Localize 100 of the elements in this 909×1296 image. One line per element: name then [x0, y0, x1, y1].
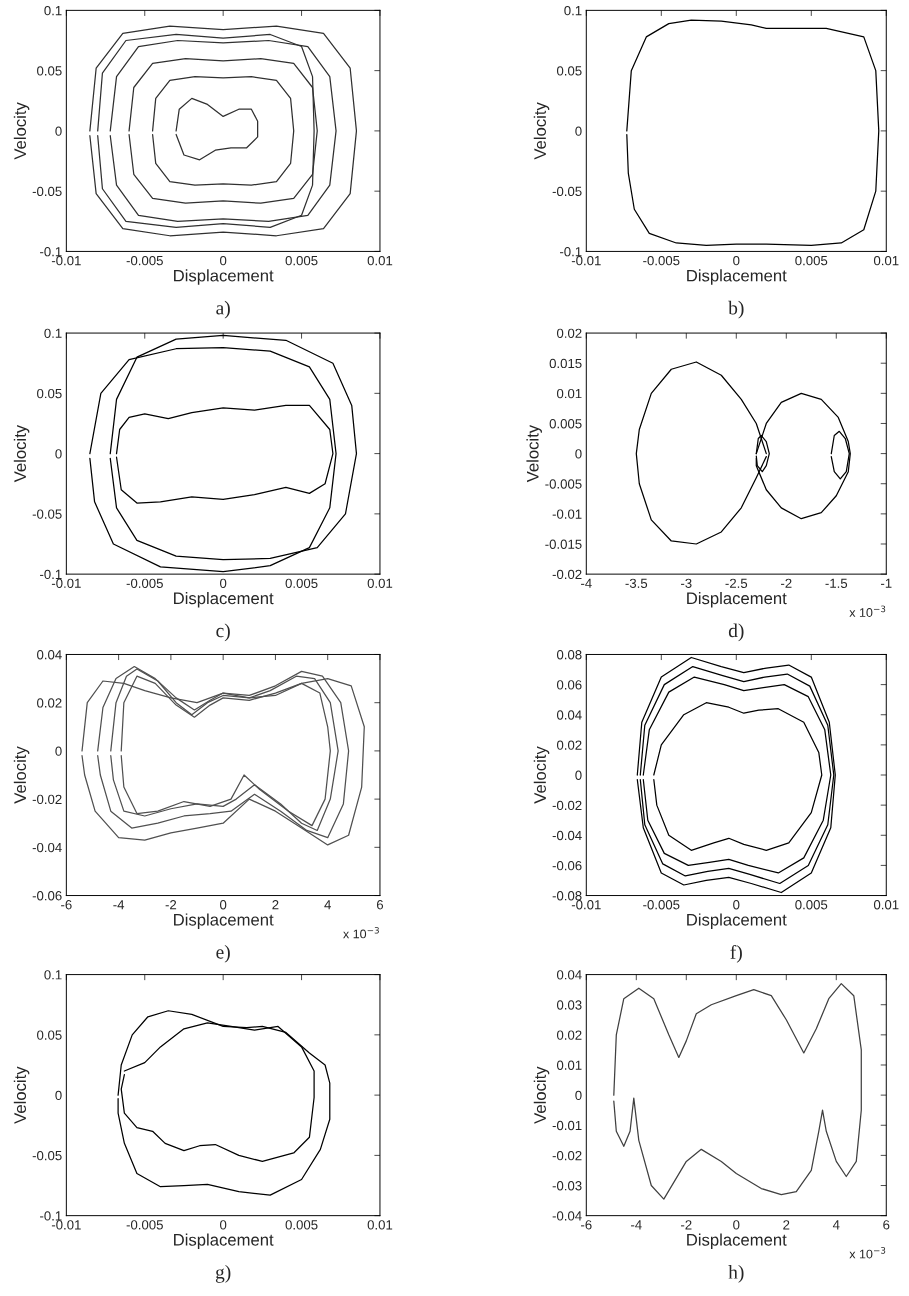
y-axis-title: Velocity	[533, 102, 550, 160]
y-axis-title: Velocity	[533, 746, 550, 804]
x-axis-title: Displacement	[687, 591, 787, 608]
x-tick-label: -0.005	[643, 900, 680, 910]
x-tick-label: -0.005	[643, 255, 680, 266]
x-tick-label: -4	[113, 900, 125, 910]
y-tick-label: -0.1	[40, 1211, 62, 1221]
x-tick-label: 0	[220, 900, 227, 910]
x-tick-label: -0.005	[126, 255, 163, 266]
x-tick-label: 0.01	[367, 578, 393, 588]
text: d)	[728, 623, 744, 642]
y-tick-label: 0.005	[549, 419, 582, 429]
x-axis-title: Displacement	[687, 913, 787, 929]
x-tick-label: 0.01	[367, 255, 393, 266]
y-axis-title: Velocity	[13, 102, 30, 160]
y-tick-label: -0.05	[552, 186, 582, 197]
text: x 10$^{−3}$	[343, 926, 379, 939]
y-tick-label: 0.05	[37, 388, 62, 399]
x-tick-label: -4	[631, 1220, 642, 1230]
x-tick-label: 0	[220, 578, 227, 588]
y-tick-label: -0.015	[545, 539, 582, 549]
y-tick-label: -0.02	[552, 800, 582, 811]
text: a)	[216, 300, 230, 319]
x-axis-title: Displacement	[174, 1233, 274, 1250]
x-tick-label: 6	[883, 1220, 890, 1230]
x-tick-label: 0.005	[285, 578, 318, 588]
y-tick-label: 0	[575, 449, 582, 459]
x-tick-label: -4	[581, 578, 592, 588]
x-axis-title: Displacement	[174, 591, 274, 608]
y-tick-label: 0.05	[37, 1030, 62, 1040]
y-tick-label: 0.04	[556, 710, 582, 720]
y-tick-label: -0.05	[32, 509, 62, 519]
y-tick-label: 0.01	[556, 1060, 582, 1070]
x-axis-title: Displacement	[174, 269, 274, 285]
x-tick-label: -0.005	[126, 1220, 163, 1230]
x-tick-label: -0.005	[126, 578, 163, 588]
y-tick-label: -0.03	[552, 1181, 582, 1191]
x-tick-label: 0	[733, 255, 740, 266]
text: g)	[215, 1265, 231, 1283]
y-tick-label: -0.06	[552, 860, 582, 871]
y-tick-label: -0.02	[32, 794, 62, 805]
y-tick-label: 0.05	[556, 66, 582, 76]
x-tick-label: 2	[272, 900, 279, 910]
text: x 10$^{−3}$	[849, 1247, 886, 1259]
y-tick-label: 0.06	[556, 680, 582, 690]
text: f)	[730, 944, 742, 963]
x-tick-label: 0.005	[285, 1220, 318, 1230]
x-tick-label: 6	[376, 900, 384, 910]
y-tick-label: 0	[575, 1090, 582, 1101]
y-tick-label: -0.1	[40, 246, 62, 257]
y-tick-label: 0.05	[37, 66, 62, 76]
text: b)	[728, 300, 744, 319]
x-tick-label: 0.01	[873, 255, 899, 266]
x-tick-label: 0.01	[873, 900, 899, 910]
x-tick-label: 0	[733, 1220, 740, 1230]
y-tick-label: 0	[575, 770, 582, 780]
x-tick-label: -1	[881, 578, 892, 588]
y-tick-label: 0.02	[556, 328, 582, 338]
y-tick-label: 0.015	[549, 358, 582, 369]
x-tick-label: -3	[681, 578, 692, 588]
y-tick-label: -0.06	[32, 891, 62, 901]
y-axis-title: Velocity	[526, 424, 542, 483]
y-tick-label: 0	[55, 746, 62, 756]
y-tick-label: -0.1	[40, 569, 62, 580]
x-tick-label: -2.5	[725, 578, 748, 588]
y-tick-label: -0.05	[32, 1150, 62, 1161]
x-tick-label: 2	[783, 1220, 790, 1230]
y-tick-label: -0.01	[552, 509, 582, 519]
x-tick-label: 0.005	[285, 255, 318, 266]
y-tick-label: -0.04	[32, 842, 62, 853]
x-tick-label: -2	[681, 1220, 692, 1230]
x-tick-label: -6	[61, 900, 72, 910]
x-tick-label: -6	[581, 1220, 592, 1230]
text: h)	[728, 1265, 744, 1283]
y-axis-title: Velocity	[533, 1066, 550, 1124]
y-tick-label: 0.03	[556, 1000, 582, 1010]
x-tick-label: -2	[781, 578, 792, 588]
x-tick-label: 0	[733, 900, 740, 910]
y-tick-label: 0.08	[556, 650, 582, 660]
y-tick-label: 0.02	[556, 1030, 582, 1040]
y-tick-label: -0.02	[552, 569, 582, 580]
y-tick-label: 0	[55, 1090, 62, 1101]
x-tick-label: 0.005	[795, 255, 828, 266]
x-tick-label: -2	[165, 900, 177, 910]
y-tick-label: 0.1	[44, 5, 62, 16]
x-axis-title: Displacement	[687, 269, 787, 285]
y-tick-label: -0.1	[559, 246, 582, 257]
y-tick-label: 0.02	[556, 740, 582, 750]
x-axis-title: Displacement	[174, 913, 274, 929]
x-axis-title: Displacement	[687, 1233, 787, 1250]
y-tick-label: 0.02	[37, 698, 62, 708]
y-tick-label: 0	[575, 126, 582, 136]
x-tick-label: 4	[832, 1220, 840, 1230]
y-tick-label: 0	[55, 126, 62, 136]
y-tick-label: 0.1	[564, 5, 582, 16]
x-tick-label: 0	[220, 1220, 227, 1230]
x-tick-label: 4	[324, 900, 331, 910]
y-axis-title: Velocity	[13, 424, 30, 483]
y-tick-label: 0.04	[37, 650, 62, 660]
x-tick-label: 0.01	[367, 1220, 393, 1230]
